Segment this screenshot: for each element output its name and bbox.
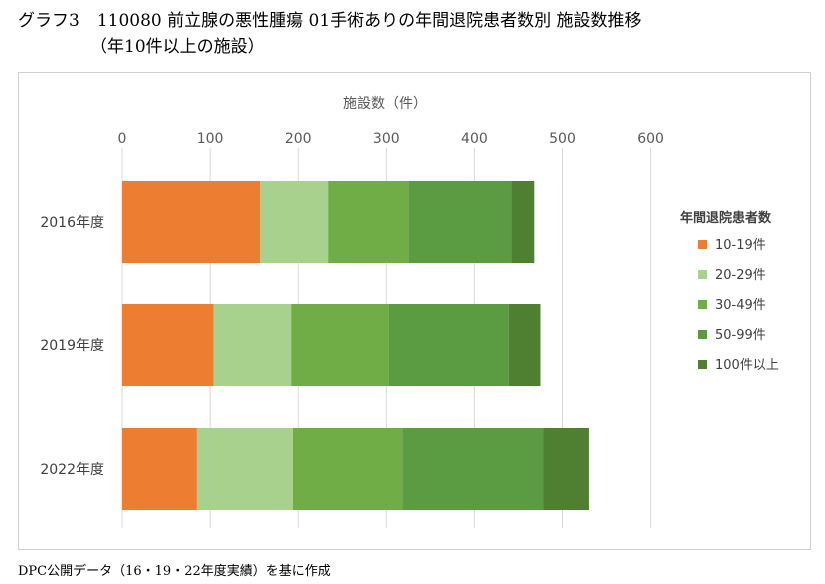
legend-swatch [698, 300, 707, 309]
bar-segment [292, 428, 403, 510]
legend-label: 10-19件 [715, 238, 766, 253]
x-tick-label: 0 [118, 131, 127, 147]
x-tick-label: 600 [637, 131, 664, 147]
bar-segment [122, 428, 197, 510]
chart-frame [18, 72, 811, 550]
legend: 年間退院患者数 10-19件 20-29件 30-49件 50-99件 100件以上 [680, 210, 779, 373]
title-line-1: グラフ3 110080 前立腺の悪性腫瘍 01手術ありの年間退院患者数別 施設数… [18, 11, 642, 31]
x-tick-label: 300 [373, 131, 400, 147]
x-tick-labels: 0 100 200 300 400 500 600 [118, 131, 664, 147]
bar-series [122, 181, 589, 510]
bar-segment [402, 428, 544, 510]
legend-label: 50-99件 [715, 328, 766, 343]
bar-segment [408, 181, 512, 263]
bar-segment [508, 304, 541, 386]
category-label: 2016年度 [40, 215, 104, 231]
bar-segment [213, 304, 292, 386]
title-line-2: （年10件以上の施設） [90, 37, 265, 57]
legend-swatch [698, 240, 707, 249]
x-tick-label: 400 [461, 131, 488, 147]
category-labels: 2016年度 2019年度 2022年度 [40, 215, 104, 478]
legend-swatch [698, 330, 707, 339]
bar-segment [388, 304, 509, 386]
x-tick-label: 500 [549, 131, 576, 147]
x-axis-title: 施設数（件） [343, 96, 427, 112]
bar-segment [196, 428, 293, 510]
legend-label: 30-49件 [715, 298, 766, 313]
bar-segment [291, 304, 389, 386]
legend-title: 年間退院患者数 [680, 210, 772, 226]
legend-label: 100件以上 [715, 358, 779, 373]
legend-label: 20-29件 [715, 268, 766, 283]
bar-segment [511, 181, 535, 263]
legend-swatch [698, 360, 707, 369]
bar-segment [543, 428, 589, 510]
category-label: 2019年度 [40, 338, 104, 354]
legend-swatch [698, 270, 707, 279]
bar-segment [328, 181, 409, 263]
source-note: DPC公開データ（16・19・22年度実績）を基に作成 [18, 564, 331, 579]
x-tick-label: 100 [197, 131, 224, 147]
category-label: 2022年度 [40, 462, 104, 478]
bar-segment [260, 181, 329, 263]
chart-title: グラフ3 110080 前立腺の悪性腫瘍 01手術ありの年間退院患者数別 施設数… [18, 8, 642, 60]
bar-segment [122, 304, 214, 386]
bar-segment [122, 181, 261, 263]
x-tick-label: 200 [285, 131, 312, 147]
